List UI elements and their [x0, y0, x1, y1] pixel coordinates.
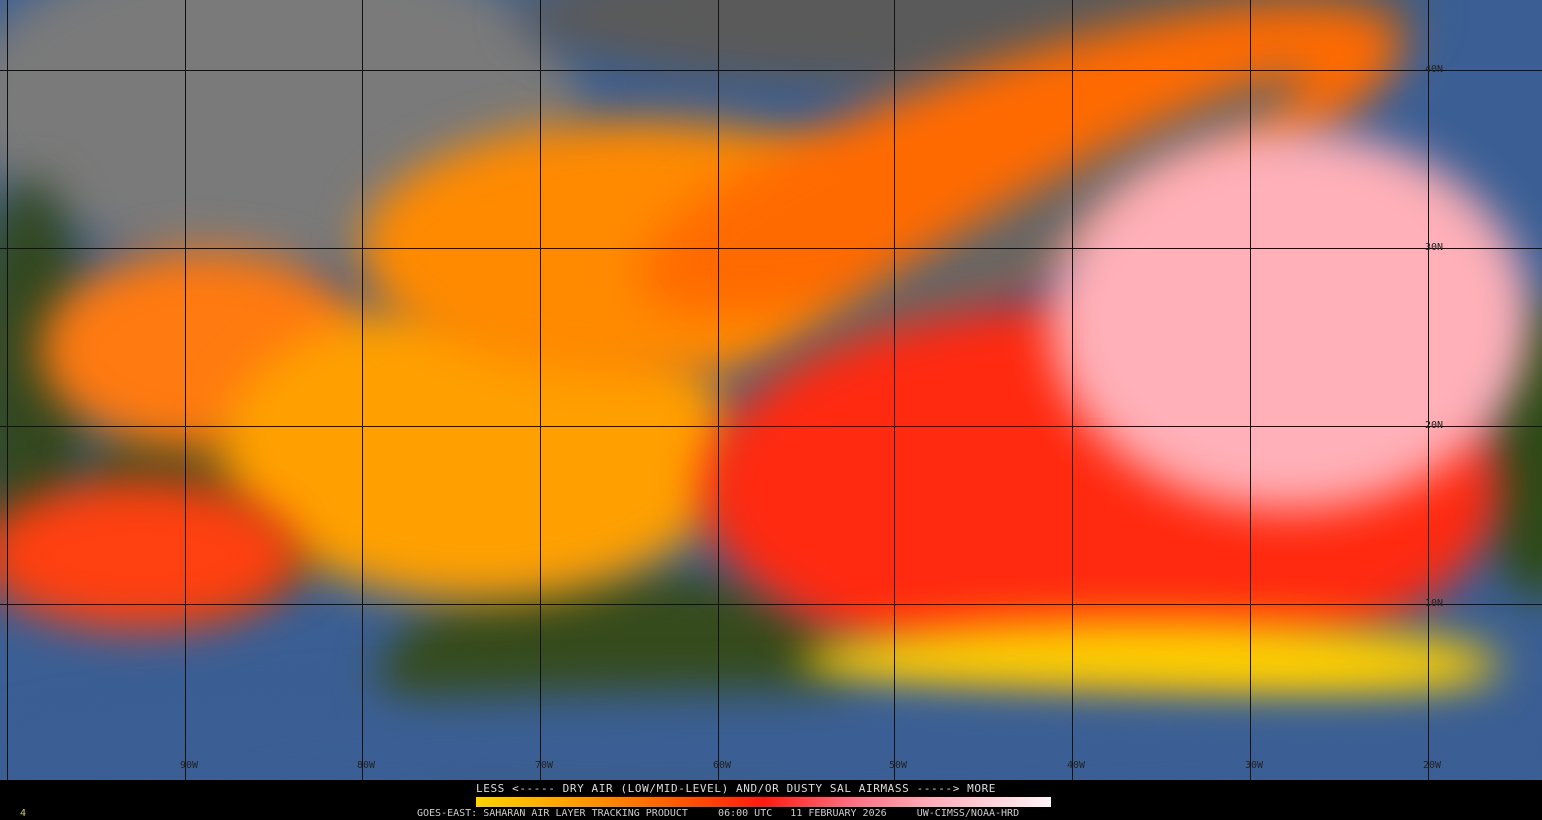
legend-title: LESS <----- DRY AIR (LOW/MID-LEVEL) AND/…	[476, 782, 997, 795]
lon-label: 20W	[1423, 760, 1442, 771]
sal-core	[1050, 130, 1530, 510]
product-date: 11 FEBRUARY 2026	[790, 808, 887, 819]
color-scale-bar	[476, 797, 1051, 807]
satellite-map: 40N 30N 20N 10N 90W 80W 70W 60W 50W 40W …	[0, 0, 1542, 780]
lon-label: 90W	[180, 760, 199, 771]
lat-label: 10N	[1425, 598, 1444, 609]
pacific-dry-air	[0, 480, 300, 630]
lon-label: 70W	[535, 760, 554, 771]
itcz-clouds	[0, 690, 1542, 780]
lon-label: 50W	[889, 760, 908, 771]
product-footer: GOES-EAST: SAHARAN AIR LAYER TRACKING PR…	[417, 808, 1019, 819]
product-source: UW-CIMSS/NOAA-HRD	[916, 808, 1020, 819]
lon-label: 80W	[357, 760, 376, 771]
product-time: 06:00 UTC	[718, 808, 773, 819]
lat-label: 20N	[1425, 420, 1444, 431]
lat-label: 30N	[1425, 242, 1444, 253]
lon-label: 30W	[1245, 760, 1264, 771]
lat-label: 40N	[1425, 64, 1444, 75]
frame-number: 4	[20, 808, 27, 819]
product-name: GOES-EAST: SAHARAN AIR LAYER TRACKING PR…	[417, 808, 688, 819]
lon-label: 40W	[1067, 760, 1086, 771]
lon-label: 60W	[713, 760, 732, 771]
